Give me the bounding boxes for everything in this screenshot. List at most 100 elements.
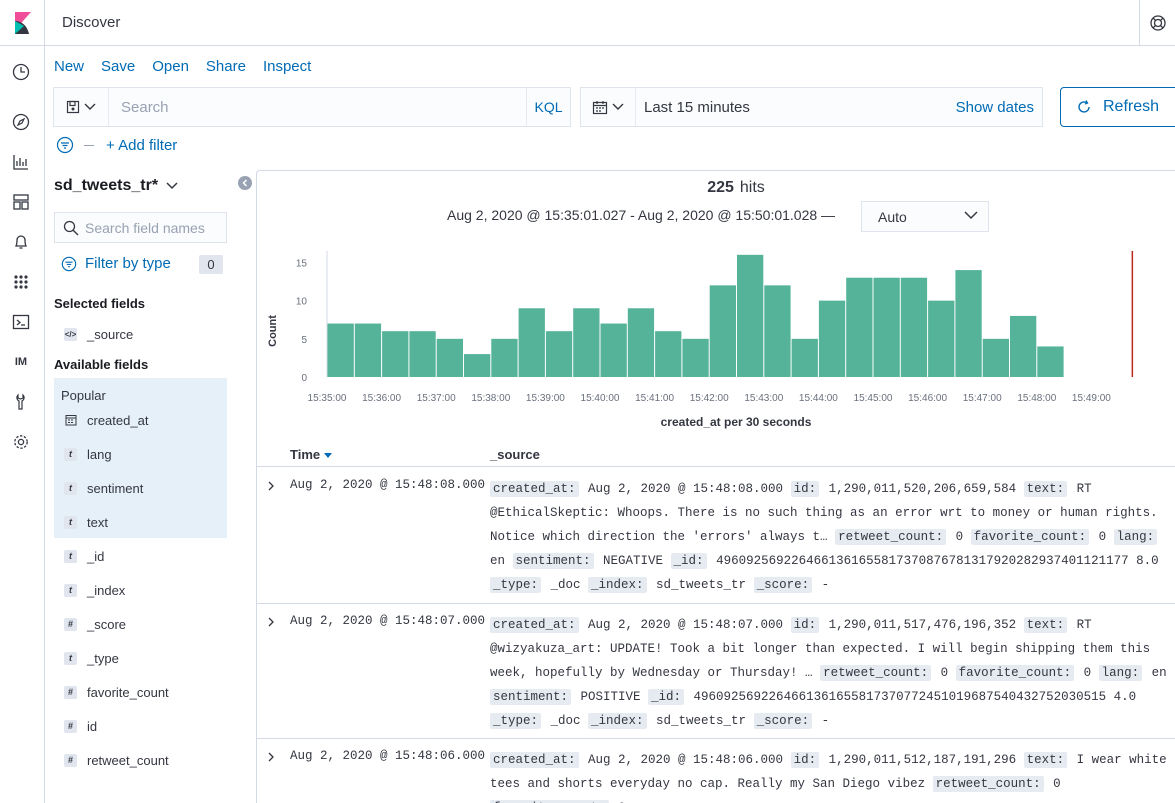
field-name: created_at — [87, 412, 149, 428]
histogram-bar[interactable] — [600, 323, 627, 377]
new-link[interactable]: New — [54, 58, 85, 75]
show-dates-button[interactable]: Show dates — [955, 98, 1034, 116]
histogram-bar[interactable] — [1010, 315, 1037, 377]
histogram-bar[interactable] — [764, 285, 791, 377]
histogram-bar[interactable] — [491, 338, 518, 377]
gear-icon[interactable] — [11, 432, 31, 452]
source-field-value: I wear white tees and shorts everyday no… — [490, 753, 1167, 791]
dashboard-icon[interactable] — [11, 192, 31, 212]
sort-down-icon[interactable] — [323, 453, 332, 459]
histogram-bar[interactable] — [709, 285, 736, 377]
index-pattern-selector[interactable]: sd_tweets_tr* — [54, 177, 178, 195]
histogram-bar[interactable] — [955, 270, 982, 377]
source-field-value: - — [814, 714, 830, 728]
histogram-bar[interactable] — [900, 277, 928, 377]
histogram-bar[interactable] — [873, 277, 900, 377]
kibana-logo[interactable] — [0, 0, 45, 46]
x-tick-label: 15:42:00 — [690, 393, 729, 404]
field-item-index[interactable]: t _index — [54, 573, 227, 607]
add-filter-button[interactable]: + Add filter — [106, 136, 178, 154]
histogram-bar[interactable] — [354, 323, 382, 377]
filter-options-icon[interactable] — [56, 136, 74, 154]
field-item-text[interactable]: t text — [54, 505, 227, 539]
histogram-bar[interactable] — [627, 308, 655, 377]
source-field-key: _index: — [588, 577, 647, 593]
field-item-id-underscore[interactable]: t _id — [54, 539, 227, 573]
open-link[interactable]: Open — [152, 58, 189, 75]
field-item-id[interactable]: # id — [54, 709, 227, 743]
field-item-source[interactable]: </> _source — [54, 317, 227, 351]
field-item-score[interactable]: # _score — [54, 607, 227, 641]
histogram-bar[interactable] — [818, 300, 846, 377]
save-link[interactable]: Save — [101, 58, 136, 75]
search-input[interactable] — [109, 88, 526, 126]
interval-select[interactable]: Auto — [861, 201, 989, 232]
source-field-key: _type: — [490, 577, 542, 593]
field-name: text — [87, 514, 108, 530]
histogram-bar[interactable] — [982, 338, 1009, 377]
filter-by-type-button[interactable]: Filter by type — [61, 255, 171, 272]
source-field-key: _type: — [490, 713, 542, 729]
table-row[interactable]: Aug 2, 2020 @ 15:48:07.000 created_at: Au… — [257, 604, 1175, 739]
source-field-key: favorite_count: — [490, 800, 609, 803]
field-item-lang[interactable]: t lang — [54, 437, 227, 471]
histogram-bar[interactable] — [382, 331, 409, 377]
source-field-value: sd_tweets_tr — [648, 578, 754, 592]
histogram-bar[interactable] — [545, 331, 573, 377]
source-field-value: NEGATIVE — [595, 554, 671, 568]
help-menu-button[interactable] — [1139, 0, 1175, 46]
saved-queries-button[interactable] — [54, 88, 109, 126]
number-type-icon: # — [64, 617, 77, 631]
field-item-sentiment[interactable]: t sentiment — [54, 471, 227, 505]
row-timestamp: Aug 2, 2020 @ 15:48:06.000 — [290, 749, 486, 763]
time-column-header[interactable]: Time — [290, 447, 332, 462]
x-tick-label: 15:36:00 — [362, 393, 401, 404]
im-label[interactable]: IM — [14, 356, 28, 368]
x-tick-label: 15:43:00 — [744, 393, 783, 404]
histogram-bar[interactable] — [846, 277, 873, 377]
compass-icon[interactable] — [11, 112, 31, 132]
row-timestamp: Aug 2, 2020 @ 15:48:07.000 — [290, 614, 486, 628]
apps-grid-icon[interactable] — [11, 272, 31, 292]
refresh-button[interactable]: Refresh — [1060, 87, 1175, 127]
quick-select-button[interactable] — [581, 88, 636, 126]
histogram-bar[interactable] — [1037, 346, 1064, 377]
histogram-bar[interactable] — [791, 338, 818, 377]
field-item-retweet-count[interactable]: # retweet_count — [54, 743, 227, 777]
source-field-key: sentiment: — [512, 553, 594, 569]
field-name: _source — [87, 326, 134, 342]
visualize-icon[interactable] — [11, 152, 31, 172]
kql-language-button[interactable]: KQL — [526, 88, 570, 126]
histogram-bar[interactable] — [682, 338, 709, 377]
histogram-bar[interactable] — [518, 308, 545, 377]
time-range-label[interactable]: Last 15 minutes — [644, 98, 750, 116]
table-row[interactable]: Aug 2, 2020 @ 15:48:06.000 created_at: Au… — [257, 739, 1175, 803]
histogram-bar[interactable] — [928, 300, 955, 377]
chevron-right-icon[interactable] — [267, 614, 275, 632]
hits-counter: 225 hits — [257, 179, 1175, 197]
source-field-key: text: — [1023, 617, 1068, 633]
histogram-bar[interactable] — [327, 323, 354, 377]
field-item-type[interactable]: t _type — [54, 641, 227, 675]
bell-icon[interactable] — [11, 232, 31, 252]
field-item-created-at[interactable]: created_at — [54, 403, 227, 437]
clock-icon[interactable] — [11, 62, 31, 82]
console-icon[interactable] — [11, 312, 31, 332]
histogram-bar[interactable] — [573, 308, 600, 377]
histogram-bar[interactable] — [464, 354, 491, 377]
chevron-right-icon[interactable] — [267, 749, 275, 767]
field-search-input[interactable] — [85, 219, 225, 236]
collapse-sidebar-button[interactable] — [238, 176, 252, 190]
table-row[interactable]: Aug 2, 2020 @ 15:48:08.000 created_at: Au… — [257, 468, 1175, 604]
tools-icon[interactable] — [11, 392, 31, 412]
chevron-right-icon[interactable] — [267, 478, 275, 496]
share-link[interactable]: Share — [205, 58, 246, 75]
histogram-bar[interactable] — [436, 338, 463, 377]
histogram-bar[interactable] — [655, 331, 682, 377]
source-field-value: 0 — [1076, 666, 1099, 680]
histogram-bar[interactable] — [737, 254, 764, 377]
field-item-favorite-count[interactable]: # favorite_count — [54, 675, 227, 709]
date-picker: Last 15 minutes Show dates — [580, 87, 1043, 127]
inspect-link[interactable]: Inspect — [262, 58, 312, 75]
histogram-bar[interactable] — [409, 331, 436, 377]
